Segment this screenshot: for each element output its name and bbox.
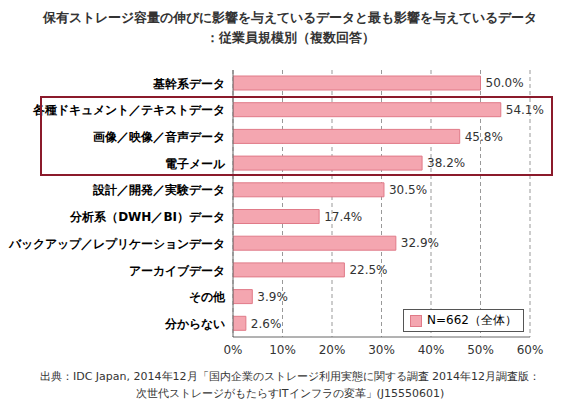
svg-text:40%: 40%	[418, 343, 445, 357]
svg-text:30%: 30%	[368, 343, 395, 357]
html-text:出典：IDC Japan, 2014年12月「国内企業のスト: 出典：IDC Japan, 2014年12月「国内企業のストレージ利用実態に関す…	[40, 370, 540, 383]
svg-text:3.9%: 3.9%	[257, 290, 288, 304]
svg-text:設計／開発／実験データ: 設計／開発／実験データ	[92, 183, 225, 197]
svg-text:17.4%: 17.4%	[324, 210, 362, 224]
svg-text:32.9%: 32.9%	[401, 236, 439, 250]
svg-text:22.5%: 22.5%	[349, 263, 387, 277]
html-text:保有ストレージ容量の伸びに影響を与えているデータと最も影響を: 保有ストレージ容量の伸びに影響を与えているデータと最も影響を与えているデータ	[43, 10, 537, 25]
html-text:次世代ストレージがもたらすITインフラの変革」(J15550: 次世代ストレージがもたらすITインフラの変革」(J15550601)	[135, 387, 445, 400]
svg-text:60%: 60%	[517, 343, 544, 357]
svg-text:54.1%: 54.1%	[506, 103, 544, 117]
svg-text:基幹系データ: 基幹系データ	[152, 77, 225, 91]
html-text:：従業員規模別（複数回答）: ：従業員規模別（複数回答）	[205, 30, 375, 45]
svg-text:30.5%: 30.5%	[389, 183, 427, 197]
svg-text:45.8%: 45.8%	[465, 130, 503, 144]
svg-text:分析系（DWH／BI）データ: 分析系（DWH／BI）データ	[69, 210, 225, 224]
svg-text:その他: その他	[189, 290, 226, 304]
svg-text:10%: 10%	[269, 343, 296, 357]
svg-text:50.0%: 50.0%	[486, 76, 524, 90]
svg-text:電子メール: 電子メール	[165, 157, 226, 171]
svg-text:アーカイブデータ: アーカイブデータ	[129, 264, 225, 278]
svg-text:バックアップ／レプリケーションデータ: バックアップ／レプリケーションデータ	[8, 237, 225, 251]
svg-text:各種ドキュメント／テキストデータ: 各種ドキュメント／テキストデータ	[32, 103, 225, 117]
svg-text:画像／映像／音声データ: 画像／映像／音声データ	[93, 130, 225, 144]
svg-text:20%: 20%	[319, 343, 346, 357]
svg-text:38.2%: 38.2%	[427, 156, 465, 170]
html-text:N=662（全体）: N=662（全体）	[427, 313, 517, 327]
svg-text:2.6%: 2.6%	[251, 317, 282, 331]
svg-text:0%: 0%	[223, 343, 242, 357]
svg-text:50%: 50%	[467, 343, 494, 357]
svg-text:分からない: 分からない	[164, 317, 225, 331]
